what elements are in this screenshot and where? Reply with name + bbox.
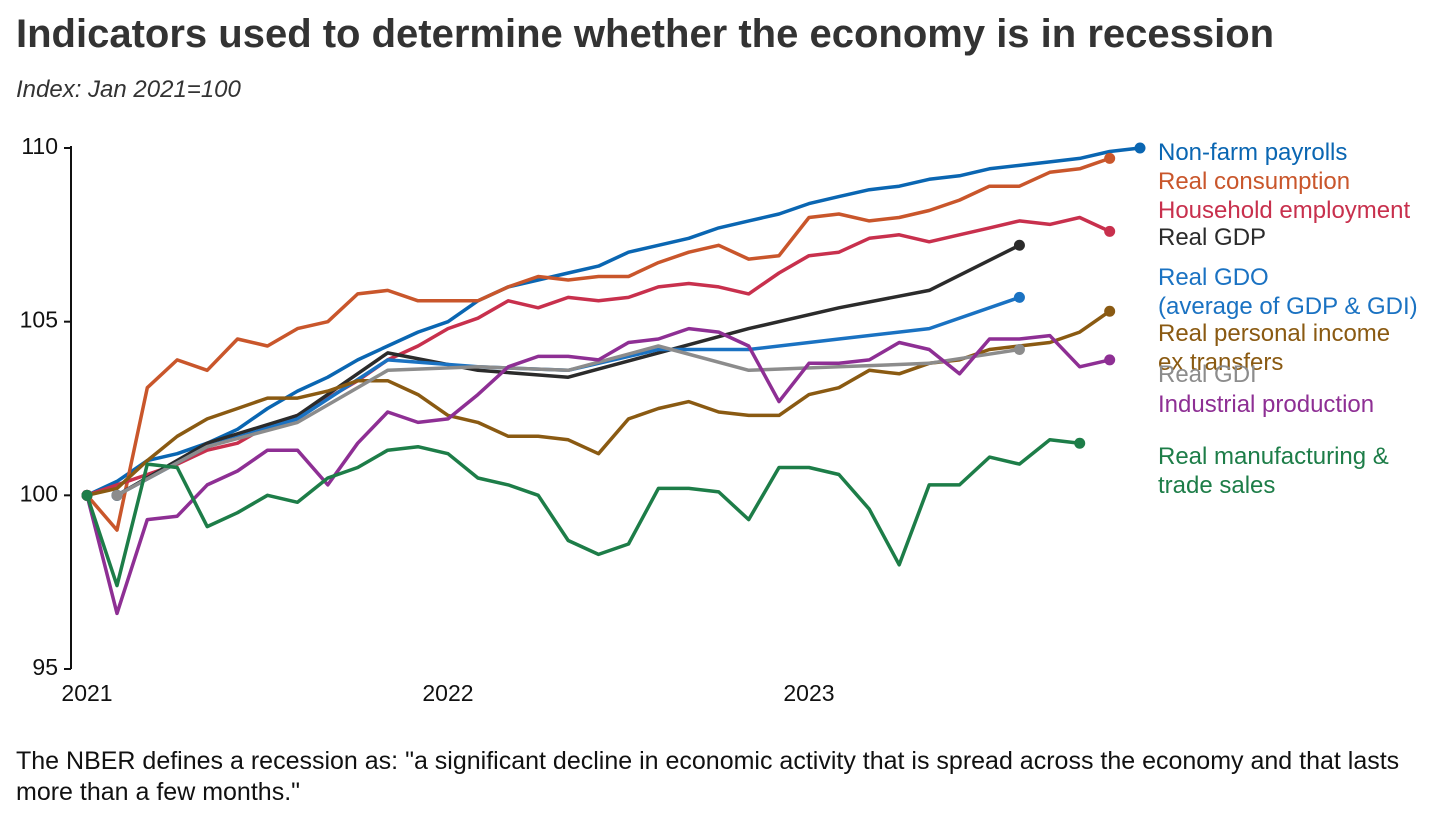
legend-label: Real personal income ex transfers [1158,320,1391,376]
legend-label: Non-farm payrolls [1158,139,1348,166]
series-line [85,156,1111,532]
y-tick-label: 95 [32,654,58,680]
legend-label: Household employment [1158,197,1411,224]
footnote: The NBER defines a recession as: "a sign… [16,747,1400,806]
y-tick-label: 105 [20,307,58,333]
legend-label: Real consumption [1158,168,1351,195]
legend-label: Real GDO (average of GDP & GDI) [1158,264,1418,320]
x-tick-label: 2021 [61,680,112,706]
legend-label: Real GDP [1158,224,1267,251]
y-tick-label: 110 [21,133,58,159]
end-point [1134,142,1146,154]
y-tick-label: 100 [20,480,58,506]
series-line [86,146,1141,497]
end-point [1104,225,1116,237]
legend-label: Real manufacturing & trade sales [1158,443,1389,499]
x-tick-label: 2023 [783,680,834,706]
series-line [116,344,1020,497]
series-line [85,438,1080,588]
end-point [1013,343,1025,355]
series-line [85,326,1111,616]
end-point [1074,437,1086,449]
end-point [1013,239,1025,251]
end-point [1104,354,1116,366]
end-point [1104,305,1116,317]
chart-title: Indicators used to determine whether the… [16,12,1275,56]
x-tick-label: 2022 [422,680,473,706]
chart-subtitle: Index: Jan 2021=100 [16,76,241,103]
legend-label: Real GDI [1158,361,1257,388]
end-point [81,489,93,501]
end-point [1013,291,1025,303]
series-line [116,295,1020,497]
end-point [1104,152,1116,164]
legend-label: Industrial production [1158,391,1375,418]
end-point [111,489,123,501]
series-line [116,243,1021,497]
